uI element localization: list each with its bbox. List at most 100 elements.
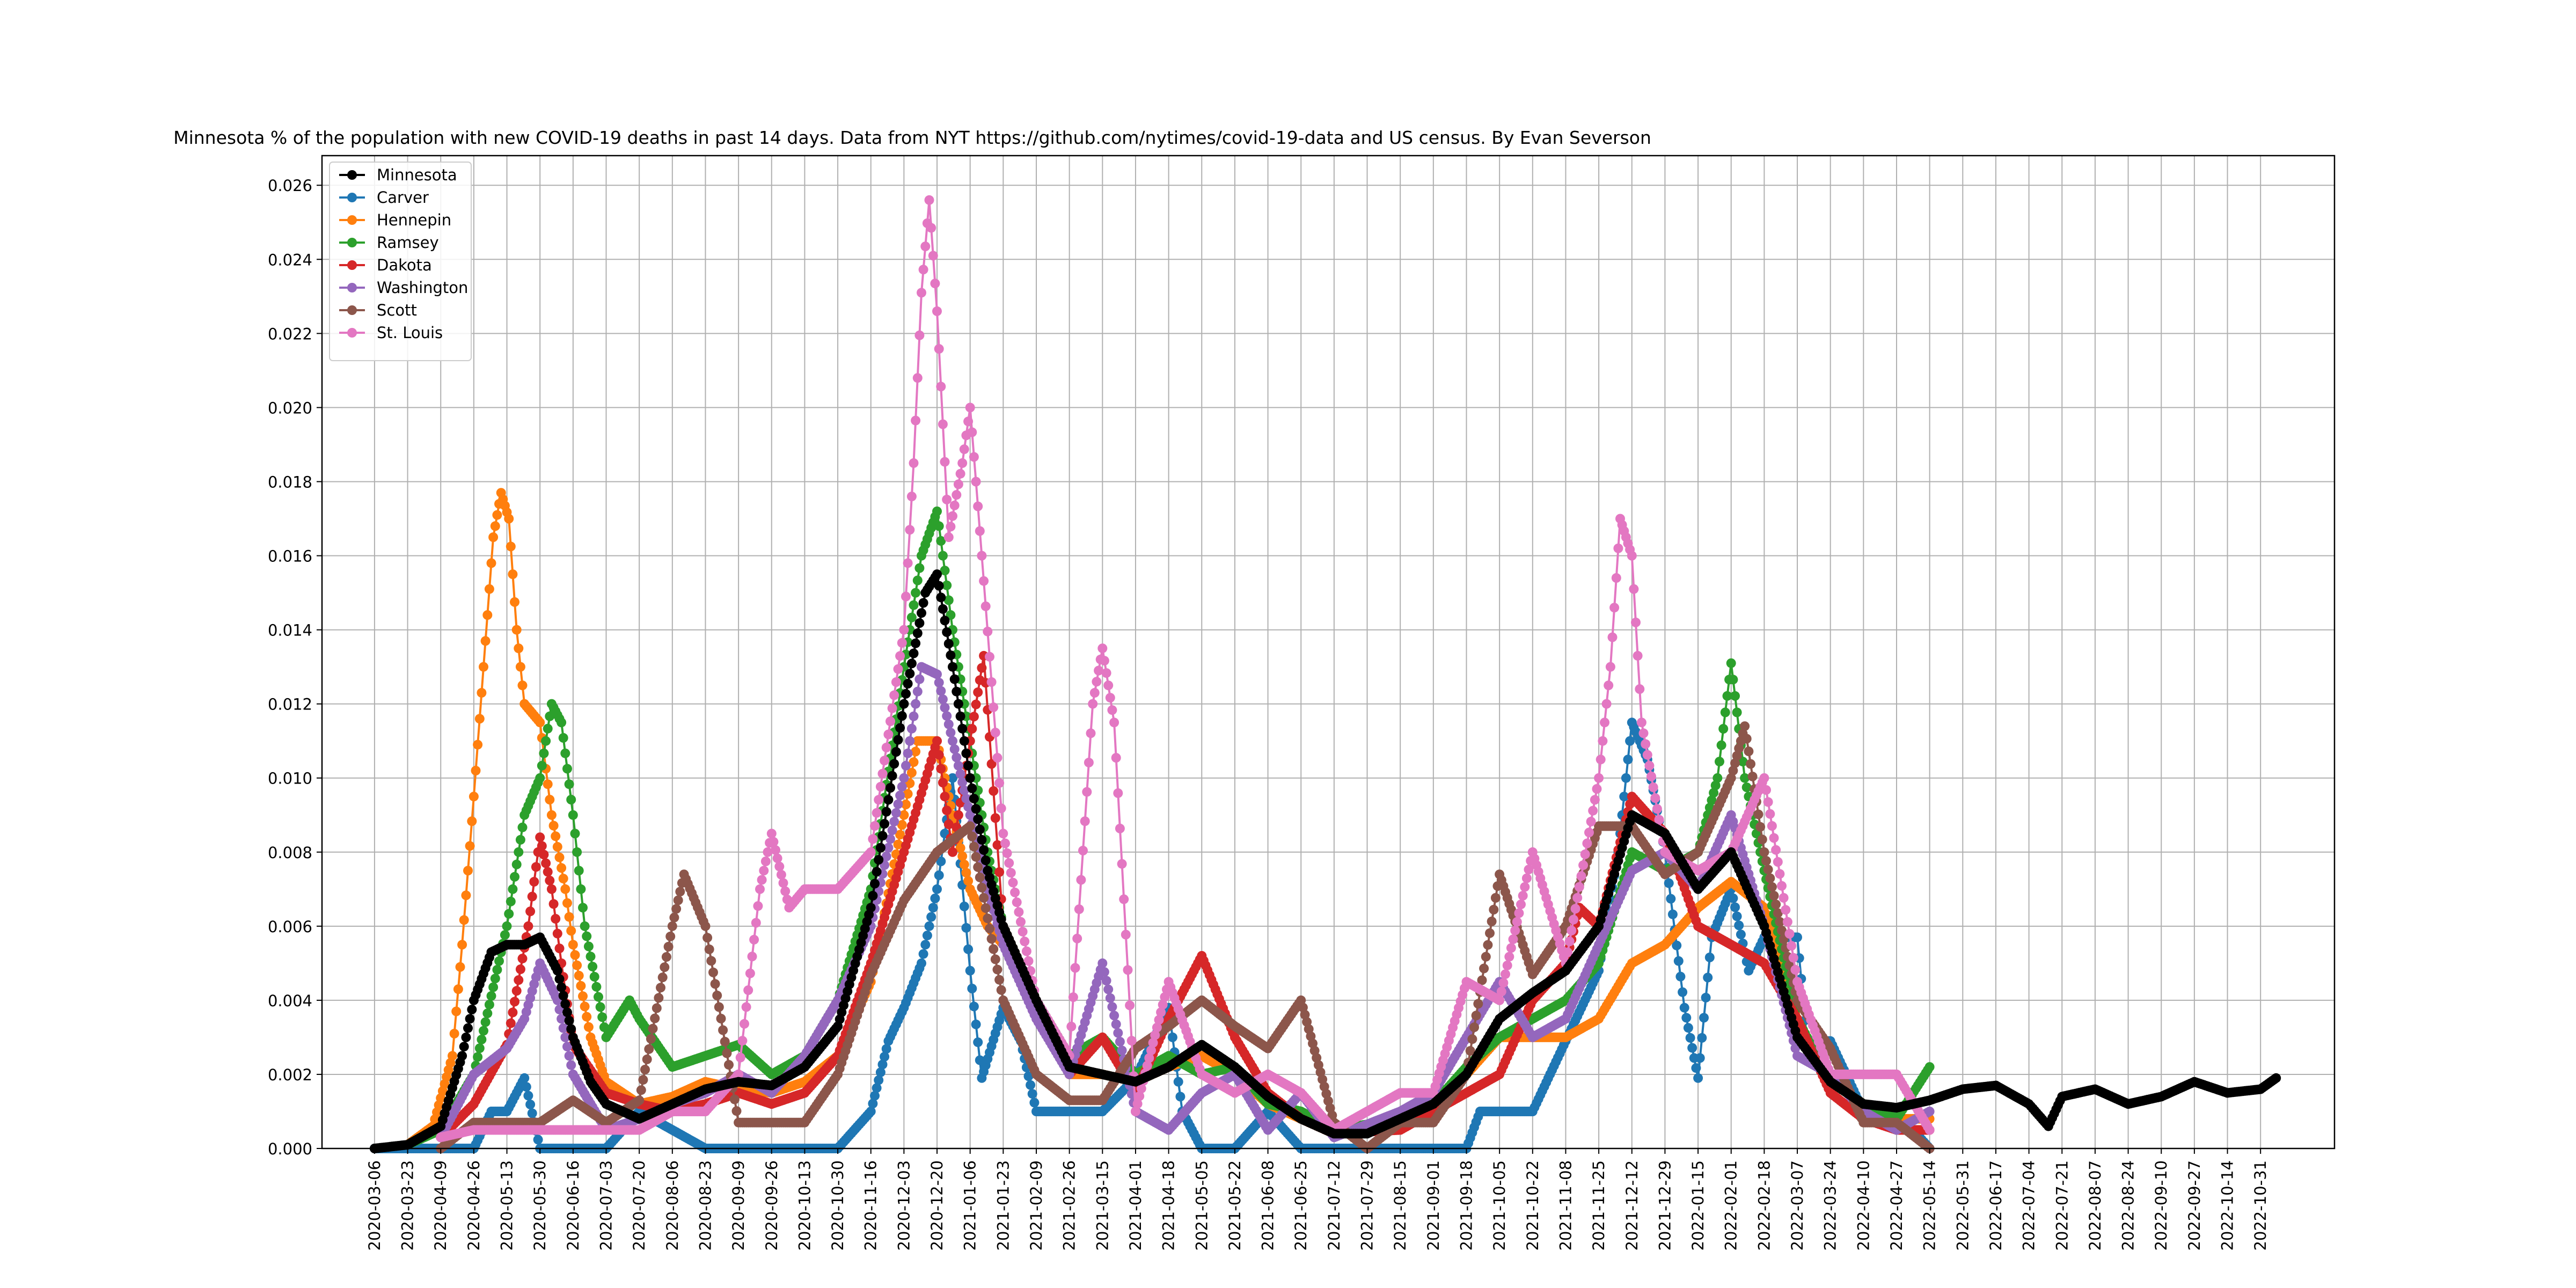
data-point bbox=[906, 723, 917, 734]
data-point bbox=[1769, 891, 1779, 901]
data-point bbox=[926, 912, 936, 922]
data-point bbox=[1489, 905, 1499, 914]
data-point bbox=[874, 1075, 884, 1085]
data-point bbox=[872, 808, 882, 818]
data-point bbox=[934, 677, 944, 687]
data-point bbox=[971, 1019, 981, 1029]
data-point bbox=[718, 1025, 728, 1035]
data-point bbox=[566, 926, 576, 936]
data-point bbox=[920, 940, 931, 950]
data-point bbox=[911, 699, 921, 709]
data-point bbox=[539, 850, 549, 860]
data-point bbox=[875, 1067, 885, 1078]
data-point bbox=[467, 816, 477, 826]
data-point bbox=[936, 686, 946, 696]
data-point bbox=[551, 831, 561, 841]
data-point bbox=[523, 921, 533, 931]
data-point bbox=[1675, 971, 1686, 982]
data-point bbox=[1693, 1073, 1703, 1083]
data-point bbox=[990, 954, 1000, 964]
data-point bbox=[934, 750, 944, 760]
data-point bbox=[1757, 835, 1767, 845]
data-point bbox=[1771, 899, 1781, 910]
data-point bbox=[938, 694, 948, 704]
data-point bbox=[588, 962, 598, 972]
data-point bbox=[994, 867, 1005, 877]
data-point bbox=[1664, 878, 1674, 888]
data-point bbox=[967, 984, 977, 993]
data-point bbox=[564, 912, 574, 922]
data-point bbox=[911, 415, 921, 426]
data-point bbox=[514, 847, 524, 857]
data-point bbox=[1666, 894, 1676, 904]
data-point bbox=[780, 886, 791, 896]
data-point bbox=[661, 952, 671, 962]
data-point bbox=[660, 962, 670, 972]
data-point bbox=[914, 674, 925, 684]
data-point bbox=[488, 532, 499, 542]
data-point bbox=[455, 962, 465, 972]
data-point bbox=[1753, 809, 1763, 819]
data-point bbox=[597, 1012, 608, 1022]
data-point bbox=[749, 934, 759, 945]
data-point bbox=[663, 942, 674, 952]
data-point bbox=[870, 821, 880, 831]
data-point bbox=[451, 1006, 462, 1016]
data-point bbox=[943, 719, 954, 729]
data-point bbox=[644, 1044, 654, 1054]
data-point bbox=[640, 1065, 650, 1074]
data-point bbox=[638, 1075, 648, 1085]
data-point bbox=[551, 914, 561, 924]
data-point bbox=[642, 1054, 652, 1064]
data-point bbox=[1117, 1045, 1127, 1056]
data-point bbox=[868, 1099, 878, 1109]
data-point bbox=[965, 821, 975, 831]
data-point bbox=[535, 718, 545, 728]
data-point bbox=[1728, 675, 1738, 685]
data-point bbox=[755, 884, 765, 894]
data-point bbox=[1023, 1071, 1034, 1081]
data-point bbox=[508, 884, 518, 894]
data-point bbox=[969, 841, 979, 852]
data-point bbox=[1679, 1002, 1689, 1013]
data-point bbox=[911, 588, 921, 598]
data-point bbox=[887, 703, 897, 713]
data-point bbox=[654, 993, 664, 1003]
data-point bbox=[771, 845, 780, 855]
data-point bbox=[953, 760, 963, 771]
data-point bbox=[917, 958, 926, 968]
data-point bbox=[940, 702, 950, 713]
data-point bbox=[1741, 734, 1752, 744]
series-layer bbox=[369, 195, 2281, 1153]
data-point bbox=[1469, 1022, 1479, 1033]
data-point bbox=[636, 1085, 646, 1095]
data-point bbox=[543, 867, 553, 877]
data-point bbox=[729, 1094, 740, 1104]
data-point bbox=[1623, 755, 1633, 765]
data-point bbox=[741, 1002, 751, 1012]
data-point bbox=[866, 1107, 876, 1116]
data-point bbox=[525, 906, 536, 917]
data-point bbox=[877, 769, 888, 779]
data-point bbox=[448, 1051, 457, 1061]
data-point bbox=[992, 964, 1002, 975]
data-point bbox=[490, 974, 500, 984]
data-point bbox=[735, 1052, 745, 1063]
data-point bbox=[539, 748, 549, 758]
data-point bbox=[1730, 691, 1740, 701]
data-point bbox=[743, 985, 753, 996]
data-point bbox=[1027, 1089, 1037, 1099]
data-point bbox=[562, 898, 572, 908]
data-point bbox=[745, 968, 755, 978]
data-point bbox=[494, 956, 504, 966]
data-point bbox=[866, 847, 876, 857]
data-point bbox=[942, 806, 952, 816]
data-point bbox=[1672, 940, 1682, 950]
data-point bbox=[568, 940, 578, 950]
data-point bbox=[574, 866, 584, 876]
data-point bbox=[881, 742, 891, 752]
data-point bbox=[889, 816, 899, 826]
data-point bbox=[901, 591, 911, 602]
data-point bbox=[657, 972, 668, 983]
data-point bbox=[1728, 893, 1738, 903]
